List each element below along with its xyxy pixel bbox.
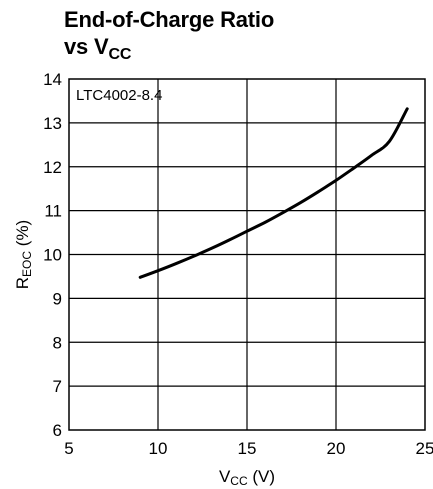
y-axis-label-sub: EOC — [20, 251, 34, 277]
y-tick-label: 13 — [43, 114, 62, 133]
plot-frame — [68, 78, 426, 431]
chart-title-line2-sub: CC — [108, 46, 132, 63]
chart-title-line2: vs VCC — [64, 33, 274, 63]
x-tick-label: 25 — [416, 439, 433, 458]
x-tick-label: 5 — [64, 439, 73, 458]
y-axis-label-main: R — [13, 277, 32, 289]
y-tick-label: 14 — [43, 70, 62, 89]
x-axis-label-main: V — [219, 467, 231, 486]
x-axis-label-sub: CC — [230, 474, 248, 488]
y-axis-label-unit: (%) — [13, 220, 32, 251]
y-tick-labels: 6 7 8 9 10 11 12 13 14 — [43, 70, 62, 440]
x-axis-label: VCC (V) — [219, 467, 275, 488]
y-tick-label: 8 — [53, 333, 62, 352]
y-tick-label: 12 — [43, 158, 62, 177]
y-tick-label: 10 — [43, 246, 62, 265]
chart-title: End-of-Charge Ratio vs VCC — [64, 6, 275, 63]
series-line — [138, 107, 409, 279]
y-tick-label: 6 — [53, 421, 62, 440]
grid-lines — [69, 79, 425, 430]
y-tick-label: 11 — [44, 202, 62, 221]
chart-title-line1: End-of-Charge Ratio — [64, 7, 275, 32]
chart-title-line2-main: vs V — [64, 34, 109, 59]
y-tick-label: 7 — [53, 377, 62, 396]
y-tick-label: 9 — [53, 289, 62, 308]
x-tick-label: 20 — [327, 439, 346, 458]
x-axis-label-unit: (V) — [248, 467, 275, 486]
y-axis-label: REOC (%) — [13, 220, 34, 289]
x-tick-label: 15 — [238, 439, 257, 458]
x-tick-labels: 5 10 15 20 25 — [64, 439, 433, 458]
x-tick-label: 10 — [149, 439, 168, 458]
chart-annotation: LTC4002-8.4 — [76, 87, 162, 104]
